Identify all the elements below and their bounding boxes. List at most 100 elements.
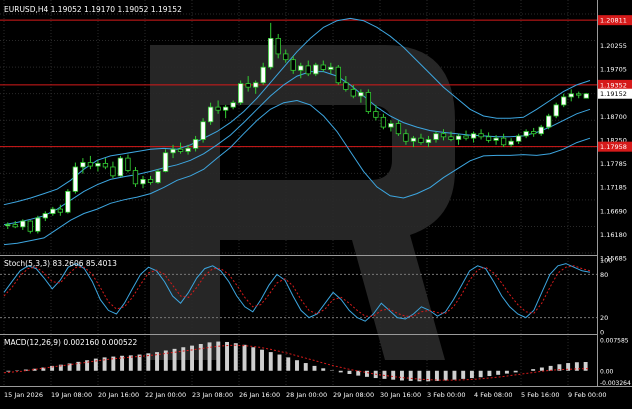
candle-body	[395, 123, 402, 135]
stoch-main-line	[3, 263, 591, 322]
price-axis-tick: 1.17185	[600, 184, 627, 192]
time-axis-tick: 9 Feb 00:00	[568, 391, 607, 399]
current-price-label: 1.19152	[600, 90, 627, 98]
stochastic-panel	[0, 263, 597, 322]
candle-body	[125, 157, 131, 171]
time-axis-tick: 29 Jan 08:00	[333, 391, 374, 399]
candle-body	[80, 162, 86, 168]
candle-body	[388, 123, 394, 128]
candle-body	[5, 224, 11, 227]
time-axis-tick: 15 Jan 2026	[4, 391, 43, 399]
candle-body	[290, 59, 296, 71]
price-axis-tick: 1.16690	[600, 207, 627, 215]
candle-body	[65, 190, 71, 213]
time-axis-tick: 26 Jan 16:00	[239, 391, 280, 399]
candle-body	[215, 106, 221, 111]
candle-body	[298, 65, 304, 71]
candle-body	[561, 96, 567, 106]
candle-body	[72, 166, 79, 192]
candle-body	[230, 102, 236, 108]
time-axis-tick: 3 Feb 00:00	[427, 391, 466, 399]
candle-body	[365, 92, 372, 112]
price-axis-tick: 1.15685	[600, 255, 627, 263]
candle-body	[200, 121, 206, 140]
candle-body	[27, 220, 33, 232]
candle-body	[275, 37, 281, 55]
level-price-tag	[598, 15, 632, 26]
candle-body	[57, 208, 64, 213]
price-axis-tick: 1.18700	[600, 113, 627, 121]
candle-body	[192, 139, 199, 149]
candle-body	[35, 217, 41, 232]
price-axis-tick: 1.17785	[600, 160, 627, 168]
candle-body	[455, 135, 462, 140]
candle-body	[335, 66, 341, 84]
candle-body	[470, 133, 477, 139]
candle-body	[440, 133, 447, 138]
candle-body	[245, 83, 251, 88]
time-axis-tick: 19 Jan 08:00	[51, 391, 92, 399]
candle-body	[283, 53, 289, 61]
current-price-tag	[598, 88, 632, 99]
candle-body	[177, 148, 184, 152]
candle-body	[110, 166, 116, 177]
bollinger-middle-band	[3, 71, 591, 226]
price-axis-tick: 1.18250	[600, 137, 627, 145]
macd-header: MACD(12,26,9) 0.002160 0.000522	[4, 338, 138, 347]
candle-body	[253, 82, 259, 88]
stoch-axis-tick: 100	[600, 257, 612, 265]
time-axis-tick: 30 Jan 16:00	[380, 391, 421, 399]
candle-body	[403, 133, 409, 142]
candle-body	[12, 224, 18, 228]
stoch-axis-tick: 20	[600, 314, 608, 322]
candle-body	[162, 152, 169, 172]
candlesticks	[5, 22, 589, 234]
stoch-axis: 100 80 20 0	[600, 257, 612, 337]
macd-axis: 0.007585 0.00 -0.003264	[600, 338, 631, 388]
candle-body	[478, 133, 484, 138]
candle-body	[313, 64, 319, 75]
candle-body	[207, 106, 214, 123]
level-price-label: 1.17958	[600, 143, 627, 151]
macd-axis-tick: 0.007585	[600, 338, 629, 345]
candle-body	[87, 162, 94, 167]
candle-body	[418, 137, 424, 143]
macd-axis-tick: 0.00	[600, 368, 614, 375]
candle-body	[538, 126, 544, 135]
candle-body	[260, 66, 266, 84]
candle-body	[576, 93, 582, 96]
time-axis-tick: 5 Feb 16:00	[521, 391, 560, 399]
candle-body	[328, 66, 334, 70]
watermark-logo	[150, 45, 455, 360]
candle-body	[170, 148, 176, 154]
candle-body	[463, 135, 469, 139]
candle-body	[42, 213, 48, 219]
candle-body	[268, 37, 274, 68]
time-axis-tick: 23 Jan 08:00	[192, 391, 233, 399]
level-price-tag	[598, 79, 632, 90]
candle-body	[305, 65, 311, 75]
price-level-lines	[0, 19, 597, 148]
level-price-tag	[598, 141, 632, 152]
candle-body	[433, 133, 439, 140]
candle-body	[373, 111, 379, 118]
stoch-axis-tick: 80	[600, 271, 608, 279]
candle-body	[448, 136, 454, 140]
candle-body	[568, 93, 574, 98]
candle-body	[485, 136, 492, 141]
time-axis-tick: 28 Jan 00:00	[286, 391, 327, 399]
candle-body	[155, 171, 161, 183]
candle-body	[20, 220, 26, 228]
time-axis-tick: 4 Feb 08:00	[474, 391, 513, 399]
price-axis-tick: 1.20255	[600, 42, 627, 50]
candle-body	[185, 147, 191, 152]
level-price-label: 1.20811	[600, 17, 627, 25]
candle-body	[410, 137, 417, 142]
candle-body	[493, 137, 499, 141]
candle-body	[380, 116, 387, 128]
stoch-signal-line	[3, 265, 591, 317]
stoch-axis-tick: 0	[600, 329, 604, 337]
